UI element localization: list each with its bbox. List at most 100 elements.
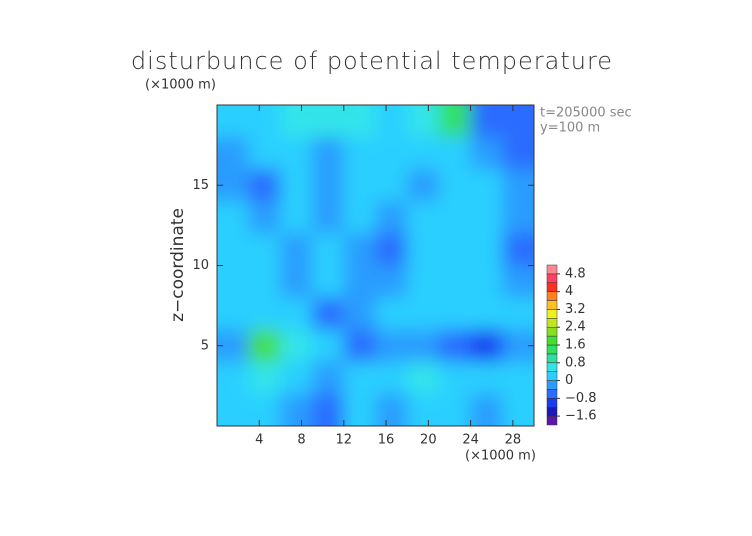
cell [217,105,249,138]
cell [280,233,313,266]
cell [375,105,408,138]
colorbar-box [546,309,558,319]
cell [470,137,503,170]
contour-field [217,105,534,426]
cell [280,361,313,394]
cell [375,393,408,426]
colorbar-box [546,415,558,426]
x-unit: (×1000 m) [465,449,536,464]
x-tick-label: 20 [420,433,437,448]
cell [502,297,534,330]
cell [407,265,439,298]
colorbar-box [546,264,558,275]
cell [280,393,313,426]
cell [248,105,281,138]
colorbar-box [546,300,558,310]
cell [248,297,281,330]
cell [502,265,534,298]
colorbar-box [546,335,558,346]
cell [217,201,249,234]
cell [248,361,281,394]
cell [375,137,408,170]
cell [312,233,344,266]
colorbar-box [546,282,558,292]
cell [407,361,439,394]
colorbar-label: 2.4 [565,320,586,335]
cell [312,105,344,138]
annotation: y=100 m [540,121,600,136]
cell [248,233,281,266]
cell [470,265,503,298]
cell [248,169,281,202]
cell [217,393,249,426]
cell [438,361,471,394]
colorbar-box [546,326,558,337]
cells [217,105,534,426]
colorbar-box [546,380,558,390]
cell [343,393,376,426]
cell [280,297,313,330]
y-tick-label: 10 [192,258,209,273]
cell [280,201,313,234]
colorbar-label: 0.8 [565,355,586,370]
colorbar-label: 0 [565,373,573,388]
cell [407,297,439,330]
cell [407,393,439,426]
cell [438,201,471,234]
chart-title: disturbunce of potential temperature [131,47,613,75]
cell [312,393,344,426]
colorbar-box [546,273,558,284]
cell [312,361,344,394]
cell [343,297,376,330]
colorbar-box [546,398,558,408]
colorbar-label: 4.8 [565,266,586,281]
cell [438,105,471,138]
y-tick-label: 5 [201,338,209,353]
x-tick-label: 24 [462,433,479,448]
cell [407,169,439,202]
cell [470,169,503,202]
colorbar-box [546,406,558,417]
cell [407,201,439,234]
cell [502,233,534,266]
cell [248,201,281,234]
cell [470,361,503,394]
cell [280,169,313,202]
cell [217,233,249,266]
colorbar-box [546,353,558,364]
cell [407,137,439,170]
colorbar-label: 1.6 [565,338,586,353]
cell [375,265,408,298]
cell [248,137,281,170]
colorbar-label: 3.2 [565,302,586,317]
cell [217,265,249,298]
cell [217,297,249,330]
colorbar-box [546,362,558,372]
cell [343,105,376,138]
cell [375,329,408,362]
cell [407,329,439,362]
colorbar-label: −1.6 [565,409,597,424]
cell [343,265,376,298]
cell [217,137,249,170]
y-axis-label: z−coordinate [168,208,188,322]
cell [343,361,376,394]
colorbar-box [546,344,558,355]
cell [248,265,281,298]
x-tick-label: 28 [505,433,522,448]
cell [470,233,503,266]
cell [470,329,503,362]
x-tick-label: 16 [378,433,395,448]
cell [343,137,376,170]
annotation: t=205000 sec [540,106,632,121]
y-tick-label: 15 [192,178,209,193]
cell [438,233,471,266]
cell [438,137,471,170]
cell [438,297,471,330]
cell [470,105,503,138]
cell [407,233,439,266]
colorbar-label: 4 [565,284,573,299]
colorbar-box [546,318,558,328]
cell [502,201,534,234]
cell [375,201,408,234]
